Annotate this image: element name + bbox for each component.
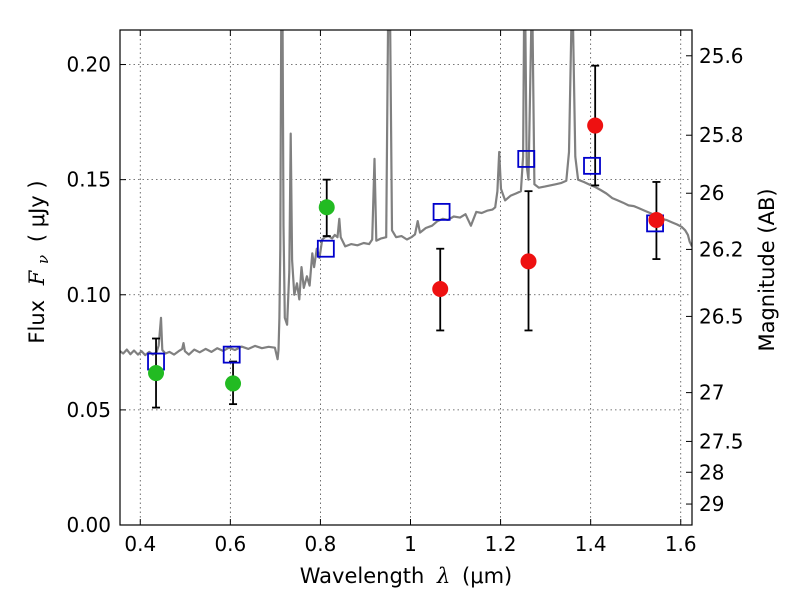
grid (120, 30, 692, 525)
y-axis-label-symbol: F (25, 269, 49, 286)
model-square (316, 239, 335, 258)
model-square (222, 345, 241, 364)
green-point (225, 375, 242, 392)
spectrum-layer (120, 30, 692, 361)
model-square (517, 150, 536, 168)
x-tick-label: 1 (404, 532, 417, 556)
y-tick-label: 0.10 (66, 283, 111, 307)
red-point (520, 253, 537, 270)
errorbar-layer (152, 64, 661, 409)
y-tick-label: 0.05 (66, 398, 111, 422)
red-point (432, 281, 449, 298)
y-tick-label: 0.00 (66, 513, 111, 537)
model-square (432, 202, 451, 221)
y-tick-label: 0.20 (66, 53, 111, 77)
plot-frame (119, 29, 693, 526)
green-point (148, 365, 165, 382)
x-axis-label-unit: (μm) (462, 564, 512, 588)
y-axis-label: Flux F ν ( μJy ) (25, 180, 53, 343)
marker-layer (147, 117, 665, 392)
x-axis-label-symbol: λ (436, 564, 450, 588)
x-axis-label: Wavelength λ (μm) (300, 564, 512, 588)
right-tick-label: 27.5 (699, 429, 744, 453)
x-axis-label-prefix: Wavelength (300, 564, 425, 588)
spectrum-line (120, 30, 692, 361)
y-axis-label-prefix: Flux (25, 300, 49, 344)
x-tick-label: 1.6 (665, 532, 697, 556)
x-tick-label: 0.8 (305, 532, 337, 556)
x-tick-label: 0.4 (124, 532, 156, 556)
y-axis-label-unit: ( μJy ) (25, 180, 49, 242)
red-point (587, 117, 604, 134)
right-tick-label: 27 (699, 381, 724, 405)
red-point (648, 211, 665, 228)
right-tick-label: 25.8 (699, 123, 744, 147)
right-tick-label: 26.5 (699, 304, 744, 328)
right-tick-label: 28 (699, 460, 724, 484)
tick-layer: 0.4 0.6 0.8 1 1.2 1.4 1.6 0.00 0.05 0.10 0.15 0.20 2… (66, 30, 744, 556)
y-tick-label: 0.15 (66, 168, 111, 192)
right-tick-label: 26 (699, 181, 724, 205)
green-point (318, 199, 335, 216)
x-tick-label: 1.2 (485, 532, 517, 556)
right-tick-label: 29 (699, 492, 724, 516)
x-tick-label: 0.6 (214, 532, 246, 556)
y-axis-label-subscript: ν (34, 255, 52, 264)
model-square (583, 156, 601, 175)
right-tick-label: 26.2 (699, 237, 744, 261)
right-axis-label: Magnitude (AB) (755, 188, 779, 351)
right-tick-label: 25.6 (699, 44, 744, 68)
x-tick-label: 1.4 (575, 532, 607, 556)
